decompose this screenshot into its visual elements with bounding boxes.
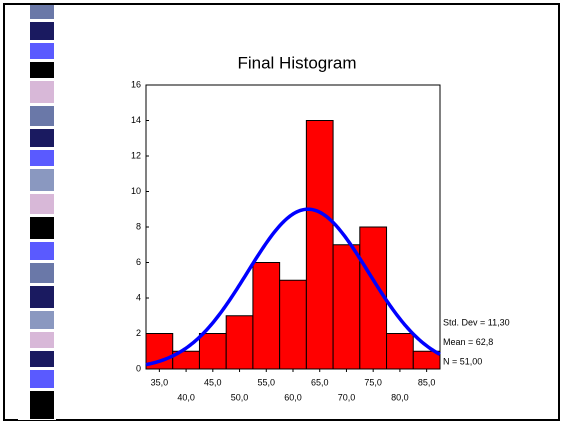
stat-label: N = 51,00 [443, 356, 482, 366]
x-tick-label: 65,0 [311, 377, 329, 387]
y-tick-label: 4 [136, 292, 141, 302]
y-tick-label: 6 [136, 257, 141, 267]
stat-label: Std. Dev = 11,30 [443, 317, 510, 327]
x-tick-label: 50,0 [231, 392, 249, 402]
bar [332, 244, 361, 370]
y-tick-label: 12 [131, 150, 141, 160]
x-tick-label: 45,0 [204, 377, 222, 387]
x-tick-label: 85,0 [418, 377, 436, 387]
bar [386, 333, 414, 370]
x-tick-label: 75,0 [364, 377, 382, 387]
x-tick-label: 55,0 [258, 377, 276, 387]
bar [252, 262, 281, 370]
y-tick-label: 16 [131, 79, 141, 89]
x-tick-label: 70,0 [338, 392, 356, 402]
x-tick-label: 80,0 [391, 392, 409, 402]
y-tick-label: 8 [136, 221, 141, 231]
x-tick-label: 60,0 [284, 392, 302, 402]
y-tick-label: 14 [131, 115, 141, 125]
bar [198, 333, 227, 370]
chart-title: Final Histogram [237, 53, 356, 72]
x-tick-label: 40,0 [177, 392, 195, 402]
bar [305, 120, 334, 370]
x-tick-label: 35,0 [151, 377, 169, 387]
y-tick-label: 10 [131, 186, 141, 196]
bar [225, 315, 254, 370]
decorative-strip [18, 5, 56, 420]
stat-label: Mean = 62,8 [443, 337, 493, 347]
y-tick-label: 2 [136, 328, 141, 338]
normal-curve [145, 207, 441, 367]
bar [359, 226, 388, 370]
y-tick-label: 0 [136, 363, 141, 373]
bar [412, 350, 441, 370]
bar [279, 279, 307, 370]
